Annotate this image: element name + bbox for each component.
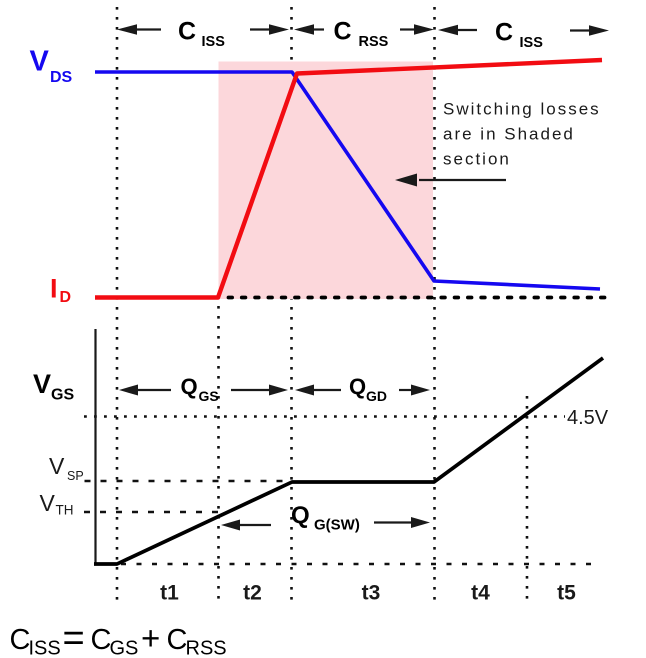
svg-text:D: D xyxy=(60,289,72,306)
svg-text:C: C xyxy=(334,18,352,46)
svg-text:RSS: RSS xyxy=(186,638,227,658)
svg-text:C: C xyxy=(10,624,31,656)
svg-text:4.5V: 4.5V xyxy=(567,407,609,429)
svg-text:V: V xyxy=(49,453,65,479)
svg-text:C: C xyxy=(495,19,513,47)
svg-text:Q: Q xyxy=(291,502,310,529)
svg-text:SP: SP xyxy=(67,469,84,483)
svg-text:Q: Q xyxy=(181,374,198,399)
svg-text:t3: t3 xyxy=(362,582,381,605)
svg-text:GS: GS xyxy=(199,388,219,404)
svg-text:I: I xyxy=(50,274,58,304)
svg-text:are in Shaded: are in Shaded xyxy=(443,125,575,144)
svg-text:G(SW): G(SW) xyxy=(314,517,360,534)
svg-text:section: section xyxy=(443,150,511,169)
svg-text:ISS: ISS xyxy=(29,638,61,658)
svg-text:TH: TH xyxy=(56,503,74,518)
svg-text:C: C xyxy=(167,624,188,656)
svg-text:=: = xyxy=(63,618,85,658)
svg-text:GS: GS xyxy=(110,638,139,658)
svg-text:Switching losses: Switching losses xyxy=(443,100,601,119)
svg-text:ISS: ISS xyxy=(202,34,226,50)
svg-text:V: V xyxy=(30,46,50,78)
svg-text:C: C xyxy=(178,18,196,46)
svg-text:t2: t2 xyxy=(243,582,262,605)
svg-text:V: V xyxy=(33,369,51,399)
svg-text:GD: GD xyxy=(366,388,387,404)
svg-text:RSS: RSS xyxy=(359,34,389,50)
svg-text:Q: Q xyxy=(349,374,366,399)
svg-text:t4: t4 xyxy=(471,582,490,605)
svg-text:ISS: ISS xyxy=(520,35,544,51)
svg-text:t1: t1 xyxy=(160,582,179,605)
svg-text:C: C xyxy=(91,624,112,656)
svg-text:GS: GS xyxy=(51,387,74,404)
svg-text:t5: t5 xyxy=(557,582,576,605)
svg-text:DS: DS xyxy=(50,69,73,86)
svg-text:+: + xyxy=(141,620,160,657)
svg-text:V: V xyxy=(40,490,56,516)
